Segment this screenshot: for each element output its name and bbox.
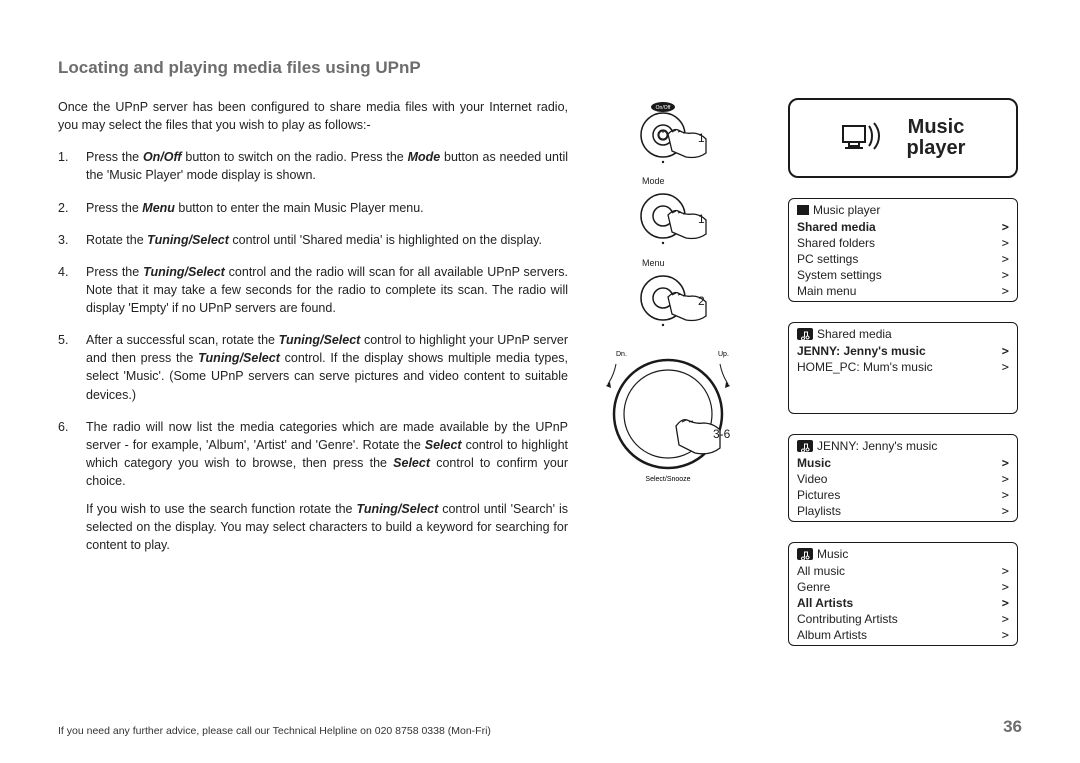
lcd-device-icon (841, 116, 891, 160)
lcd-line2: player (907, 138, 966, 159)
step-number: 5. (58, 331, 86, 404)
step-item: 6.The radio will now list the media cate… (58, 418, 568, 555)
menu-row: All music> (789, 563, 1017, 579)
menu-control: Menu 2 (638, 258, 718, 334)
note-icon (797, 548, 813, 560)
display-column: Music player Music playerShared media>Sh… (788, 98, 1018, 646)
step-number: 1. (58, 148, 86, 184)
step-body: After a successful scan, rotate the Tuni… (86, 331, 568, 404)
svg-text:1: 1 (698, 131, 705, 145)
menu-header: Music player (789, 201, 1017, 219)
menu-row: Shared media> (789, 219, 1017, 235)
onoff-control: On/Off 1 (638, 100, 718, 170)
lcd-main: Music player (788, 98, 1018, 178)
menu-row: Main menu> (789, 283, 1017, 299)
step-item: 2.Press the Menu button to enter the mai… (58, 199, 568, 217)
menu-header: Music (789, 545, 1017, 563)
svg-text:Dn.: Dn. (616, 351, 627, 358)
square-icon (797, 205, 809, 215)
page-footer: If you need any further advice, please c… (58, 717, 1022, 737)
step-body: The radio will now list the media catego… (86, 418, 568, 555)
svg-text:1: 1 (698, 212, 705, 226)
step-body: Press the Menu button to enter the main … (86, 199, 568, 217)
menu-row: Music> (789, 455, 1017, 471)
step-number: 3. (58, 231, 86, 249)
step-body: Press the On/Off button to switch on the… (86, 148, 568, 184)
mode-control: Mode 1 (638, 176, 718, 252)
menu-box: JENNY: Jenny's musicMusic>Video>Pictures… (788, 434, 1018, 522)
menu-label: Menu (642, 258, 665, 268)
svg-text:3-6: 3-6 (713, 427, 731, 441)
svg-text:Up.: Up. (718, 351, 729, 358)
footer-text: If you need any further advice, please c… (58, 725, 491, 737)
menu-header: JENNY: Jenny's music (789, 437, 1017, 455)
menu-box: MusicAll music>Genre>All Artists>Contrib… (788, 542, 1018, 646)
lcd-line1: Music (907, 117, 966, 138)
lcd-main-text: Music player (907, 117, 966, 159)
steps-list: 1.Press the On/Off button to switch on t… (58, 148, 568, 554)
menu-box: Shared mediaJENNY: Jenny's music>HOME_PC… (788, 322, 1018, 414)
menu-row: Video> (789, 471, 1017, 487)
svg-text:On/Off: On/Off (656, 105, 671, 111)
step-number: 6. (58, 418, 86, 555)
step-item: 1.Press the On/Off button to switch on t… (58, 148, 568, 184)
intro-text: Once the UPnP server has been configured… (58, 98, 568, 134)
menu-box: Music playerShared media>Shared folders>… (788, 198, 1018, 302)
note-icon (797, 328, 813, 340)
page-number: 36 (1003, 717, 1022, 737)
step-item: 3.Rotate the Tuning/Select control until… (58, 231, 568, 249)
step-body: Press the Tuning/Select control and the … (86, 263, 568, 317)
mode-icon: 1 (638, 188, 718, 252)
menu-row: Album Artists> (789, 627, 1017, 643)
menu-row: All Artists> (789, 595, 1017, 611)
step-number: 4. (58, 263, 86, 317)
onoff-icon: On/Off 1 (638, 100, 718, 170)
page-title: Locating and playing media files using U… (58, 58, 1022, 78)
step-item: 4.Press the Tuning/Select control and th… (58, 263, 568, 317)
dial-icon: Dn. Up. 3-6 Select/Snooze (598, 346, 758, 486)
svg-text:2: 2 (698, 294, 705, 308)
controls-column: On/Off 1 Mode 1 (588, 98, 768, 646)
step-item: 5.After a successful scan, rotate the Tu… (58, 331, 568, 404)
content-wrapper: Once the UPnP server has been configured… (58, 98, 1022, 646)
mode-label: Mode (642, 176, 665, 186)
menu-header: Shared media (789, 325, 1017, 343)
dial-control: Dn. Up. 3-6 Select/Snooze (598, 346, 758, 486)
menu-row: Contributing Artists> (789, 611, 1017, 627)
menu-row: System settings> (789, 267, 1017, 283)
menu-row: Shared folders> (789, 235, 1017, 251)
menu-row: Playlists> (789, 503, 1017, 519)
step-number: 2. (58, 199, 86, 217)
menu-row: JENNY: Jenny's music> (789, 343, 1017, 359)
menu-row: PC settings> (789, 251, 1017, 267)
note-icon (797, 440, 813, 452)
menus-container: Music playerShared media>Shared folders>… (788, 198, 1018, 646)
menu-row: Genre> (789, 579, 1017, 595)
menu-row: Pictures> (789, 487, 1017, 503)
svg-text:Select/Snooze: Select/Snooze (645, 476, 690, 483)
menu-row: HOME_PC: Mum's music> (789, 359, 1017, 375)
step-body: Rotate the Tuning/Select control until '… (86, 231, 568, 249)
instructions-column: Once the UPnP server has been configured… (58, 98, 568, 646)
menu-icon: 2 (638, 270, 718, 334)
